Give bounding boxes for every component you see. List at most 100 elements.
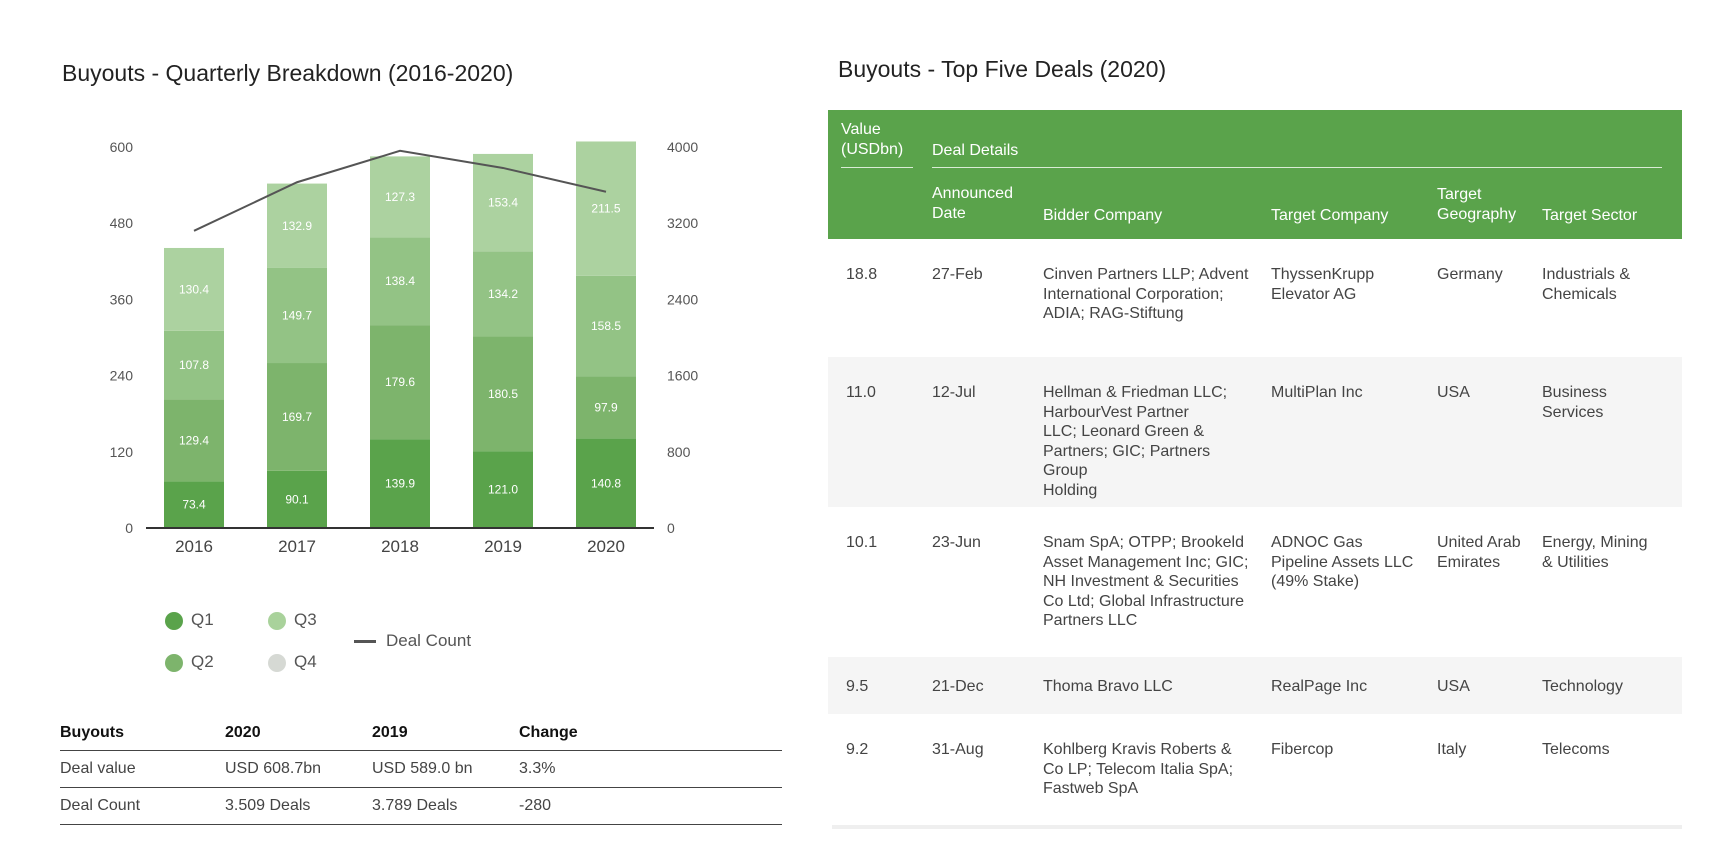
header-target-company: Target Company [1271, 207, 1389, 224]
legend-q1-label: Q1 [191, 610, 214, 629]
bar-segment [576, 141, 636, 276]
deal-date: 31-Aug [932, 741, 984, 758]
deal-value: 9.5 [846, 678, 869, 695]
deals-table-title: Buyouts - Top Five Deals (2020) [838, 56, 1167, 82]
deal-target: ThyssenKrupp Elevator AG [1271, 266, 1375, 303]
summary-cell: -280 [519, 797, 552, 814]
bar-segment [267, 183, 327, 268]
bar-segment [473, 251, 533, 337]
deal-geography: USA [1437, 384, 1470, 401]
y2-tick-label: 1600 [667, 368, 698, 384]
deal-target: RealPage Inc [1271, 678, 1368, 695]
deal-target: Fibercop [1271, 741, 1334, 758]
data-label: 107.8 [179, 358, 209, 372]
data-label: 139.9 [385, 477, 415, 491]
legend-q4-label: Q4 [294, 652, 317, 671]
deals-header: Value (USDbn) Deal Details Announced Dat… [828, 110, 1682, 239]
data-label: 127.3 [385, 190, 415, 204]
deal-bidder: Kohlberg Kravis Roberts & Co LP; Telecom… [1043, 741, 1234, 797]
deal-value: 18.8 [846, 266, 878, 283]
y-tick-label: 240 [110, 368, 134, 384]
deal-value: 10.1 [846, 534, 878, 551]
top-deals-table: Value (USDbn) Deal Details Announced Dat… [828, 110, 1682, 829]
legend-q2-label: Q2 [191, 652, 214, 671]
deal-date: 21-Dec [932, 678, 984, 695]
deal-count-line [193, 149, 607, 232]
bar-segment [473, 336, 533, 452]
legend-q2-swatch [165, 653, 183, 672]
deal-sector: Technology [1542, 678, 1623, 695]
summary-cell: Deal Count [60, 797, 141, 814]
data-label: 121.0 [488, 483, 518, 497]
deal-bidder: Hellman & Friedman LLC; HarbourVest Part… [1043, 384, 1228, 499]
bar-segment [164, 399, 224, 482]
y2-tick-label: 0 [667, 520, 675, 536]
header-deal-details-rule [932, 167, 1662, 168]
header-target-geography: Target Geography [1437, 186, 1517, 223]
data-label: 134.2 [488, 287, 518, 301]
bar-segment [164, 481, 224, 528]
legend-q3-swatch [268, 611, 286, 630]
table-bottom-rule [832, 825, 1682, 829]
data-label: 180.5 [488, 387, 518, 401]
header-value-rule [841, 167, 913, 168]
data-label: 138.4 [385, 274, 415, 288]
data-label: 149.7 [282, 308, 312, 322]
deal-geography: Italy [1437, 741, 1467, 758]
summary-header-cell: 2020 [225, 724, 261, 741]
summary-row: Deal Count 3.509 Deals 3.789 Deals -280 [60, 788, 782, 825]
deal-sector: Industrials & Chemicals [1542, 266, 1631, 303]
summary-header-cell: 2019 [372, 724, 408, 741]
bar-segment [164, 247, 224, 331]
data-label: 140.8 [591, 476, 621, 490]
bar-segment [576, 376, 636, 439]
bar-segment [370, 439, 430, 528]
deal-date: 12-Jul [932, 384, 976, 401]
data-label: 97.9 [594, 401, 618, 415]
legend-q2: Q2 [165, 652, 214, 672]
deal-value: 11.0 [846, 384, 876, 401]
deal-row: 18.8 27-Feb Cinven Partners LLP; Advent … [828, 239, 1682, 357]
bar-segment [164, 330, 224, 400]
summary-cell: USD 589.0 bn [372, 760, 473, 777]
header-announced-date: Announced Date [932, 185, 1013, 222]
legend-q4: Q4 [268, 652, 317, 672]
summary-cell: 3.3% [519, 760, 556, 777]
x-tick-label: 2020 [587, 537, 625, 556]
y2-tick-label: 3200 [667, 215, 698, 231]
deal-row: 9.5 21-Dec Thoma Bravo LLC RealPage Inc … [828, 657, 1682, 714]
y-tick-label: 120 [110, 444, 134, 460]
summary-header-cell: Buyouts [60, 724, 124, 741]
data-label: 73.4 [182, 498, 206, 512]
bar-segment [267, 363, 327, 471]
bar-segment [473, 451, 533, 528]
legend-deal-count-label: Deal Count [386, 631, 472, 650]
x-tick-label: 2018 [381, 537, 419, 556]
summary-table: Buyouts 2020 2019 Change Deal value USD … [60, 716, 782, 825]
data-label: 90.1 [285, 492, 309, 506]
bar-segment [473, 153, 533, 252]
data-label: 132.9 [282, 219, 312, 233]
y2-tick-label: 4000 [667, 139, 698, 155]
legend-q3-label: Q3 [294, 610, 317, 629]
deal-geography: United Arab Emirates [1437, 534, 1521, 571]
y-tick-label: 480 [110, 215, 134, 231]
y2-tick-label: 2400 [667, 291, 698, 307]
deal-bidder: Cinven Partners LLP; Advent Internationa… [1043, 266, 1249, 322]
legend-deal-count-swatch [354, 640, 376, 644]
deal-target: ADNOC Gas Pipeline Assets LLC (49% Stake… [1271, 534, 1414, 590]
y-tick-label: 0 [125, 520, 133, 536]
y-tick-label: 600 [110, 139, 134, 155]
header-value: Value (USDbn) [841, 121, 904, 158]
summary-header-row: Buyouts 2020 2019 Change [60, 716, 782, 751]
bar-segment [370, 325, 430, 440]
legend-q4-swatch [268, 653, 286, 672]
y-tick-label: 360 [110, 291, 134, 307]
data-label: 130.4 [179, 282, 209, 296]
x-tick-label: 2017 [278, 537, 316, 556]
summary-cell: USD 608.7bn [225, 760, 322, 777]
deal-target: MultiPlan Inc [1271, 384, 1363, 401]
data-label: 211.5 [591, 202, 620, 216]
deal-bidder: Snam SpA; OTPP; Brookeld Asset Managemen… [1043, 534, 1249, 629]
header-deal-details: Deal Details [932, 142, 1019, 159]
